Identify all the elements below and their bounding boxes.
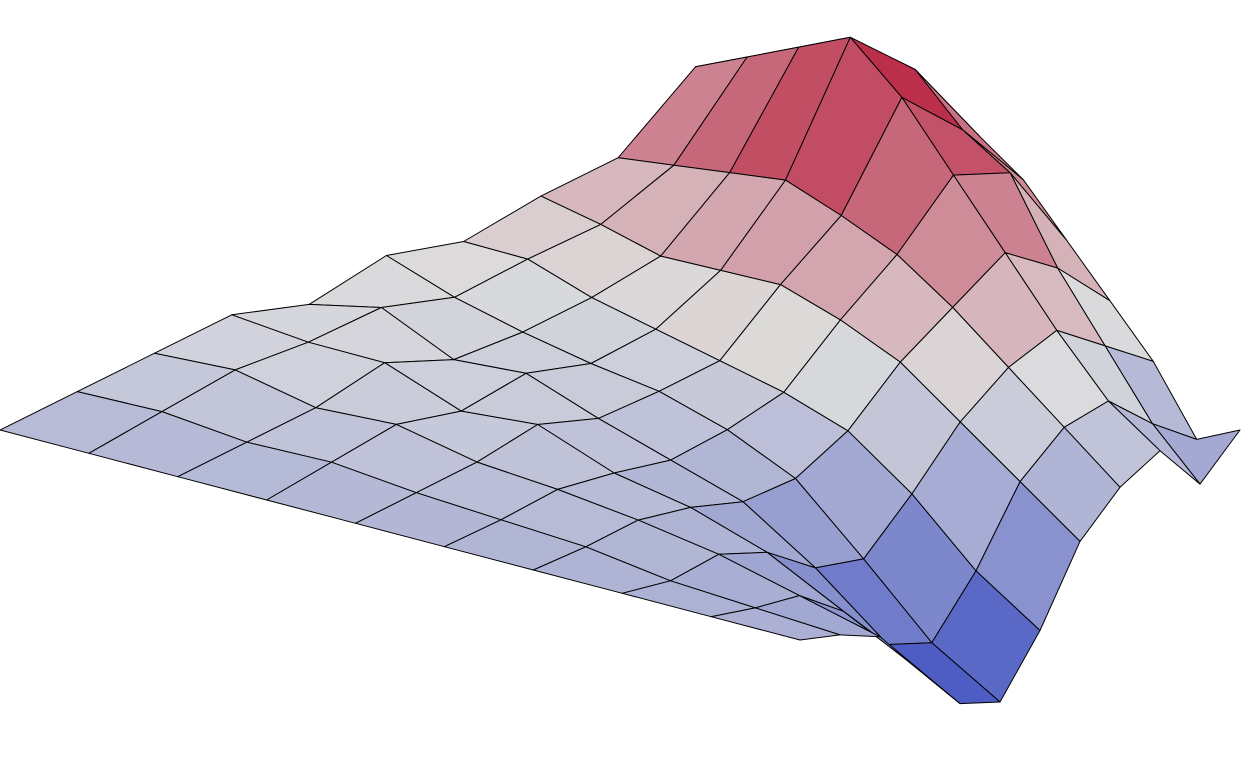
surface-facet [710, 607, 841, 641]
